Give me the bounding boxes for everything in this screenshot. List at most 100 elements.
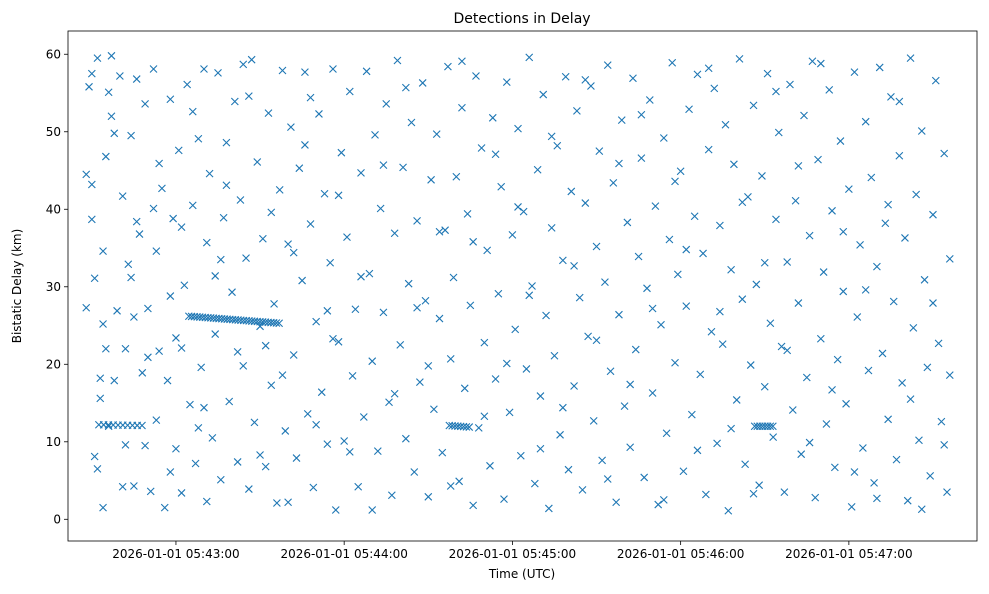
data-point [236, 196, 245, 204]
data-point [707, 327, 716, 336]
data-point [738, 198, 747, 207]
data-point [606, 367, 615, 376]
data-point [830, 463, 839, 472]
data-point [864, 366, 873, 375]
data-point [873, 262, 881, 271]
data-point [746, 361, 755, 369]
data-point [651, 202, 660, 211]
data-point [701, 490, 710, 499]
data-point [101, 344, 110, 353]
data-point [239, 361, 248, 370]
data-point [839, 287, 848, 296]
data-point [99, 503, 107, 512]
data-point [615, 159, 623, 168]
data-point [516, 451, 525, 460]
data-point [511, 325, 520, 334]
x-tick-label: 2026-01-01 05:44:00 [280, 547, 407, 561]
data-point [665, 235, 674, 244]
data-point [828, 385, 836, 394]
data-point [110, 376, 119, 385]
data-point [312, 420, 321, 429]
data-point [96, 374, 105, 383]
data-point [281, 427, 290, 435]
data-point [82, 170, 91, 179]
data-point [609, 179, 618, 187]
data-point [357, 272, 365, 281]
data-point [727, 424, 735, 433]
data-point [275, 186, 284, 194]
data-point [912, 190, 921, 199]
data-point [505, 408, 514, 417]
data-point [312, 317, 321, 326]
data-point [777, 342, 786, 351]
data-point [87, 180, 96, 189]
data-point [267, 381, 276, 390]
data-point [155, 347, 164, 355]
data-point [368, 357, 377, 366]
data-point [256, 451, 264, 459]
y-tick-label: 60 [46, 47, 61, 61]
data-point [270, 299, 278, 308]
data-point [671, 358, 679, 367]
data-point [216, 255, 225, 264]
data-point [264, 109, 273, 118]
y-tick-label: 30 [46, 280, 61, 294]
data-point [222, 138, 231, 147]
data-point [466, 301, 475, 310]
data-point [430, 405, 438, 414]
data-point [130, 313, 138, 321]
data-point [244, 485, 253, 493]
data-point [90, 274, 99, 283]
data-point [354, 482, 363, 491]
data-point [432, 130, 441, 138]
x-tick-label: 2026-01-01 05:46:00 [617, 547, 744, 561]
data-point [561, 72, 570, 81]
data-point [413, 217, 421, 225]
data-point [261, 462, 270, 471]
data-point [603, 475, 612, 483]
data-point [135, 230, 144, 238]
data-point [766, 422, 775, 431]
data-point [791, 196, 800, 205]
data-point [278, 371, 287, 380]
data-point [657, 320, 665, 329]
data-point [491, 375, 500, 383]
data-point [144, 304, 152, 313]
data-point [704, 64, 713, 73]
data-point [233, 347, 242, 356]
data-point [306, 93, 315, 102]
data-point [814, 155, 822, 164]
data-point [250, 418, 259, 427]
data-point [530, 479, 539, 488]
y-tick-label: 20 [46, 357, 61, 371]
data-point [115, 72, 124, 80]
data-point [172, 444, 180, 453]
data-point [940, 441, 949, 449]
data-point [387, 491, 396, 500]
data-point [783, 346, 792, 355]
data-point [800, 111, 808, 120]
data-point [494, 289, 503, 298]
data-point [693, 70, 702, 79]
data-point [202, 497, 211, 506]
data-point [121, 344, 130, 353]
data-point [923, 363, 932, 372]
data-point [188, 107, 197, 116]
data-point [895, 97, 904, 106]
data-point [401, 434, 410, 443]
data-point [186, 400, 194, 409]
data-point [435, 314, 444, 323]
data-point [685, 105, 693, 114]
data-point [331, 506, 340, 514]
data-point [497, 182, 506, 191]
data-point [500, 495, 508, 504]
data-point [544, 504, 553, 513]
data-point [659, 134, 668, 142]
data-point [539, 90, 548, 99]
data-point [794, 161, 803, 170]
data-point [836, 137, 845, 145]
data-point [601, 278, 609, 287]
data-point [519, 207, 528, 216]
data-point [889, 297, 898, 306]
x-axis: 2026-01-01 05:43:00 2026-01-01 05:44:00 20… [112, 541, 913, 561]
